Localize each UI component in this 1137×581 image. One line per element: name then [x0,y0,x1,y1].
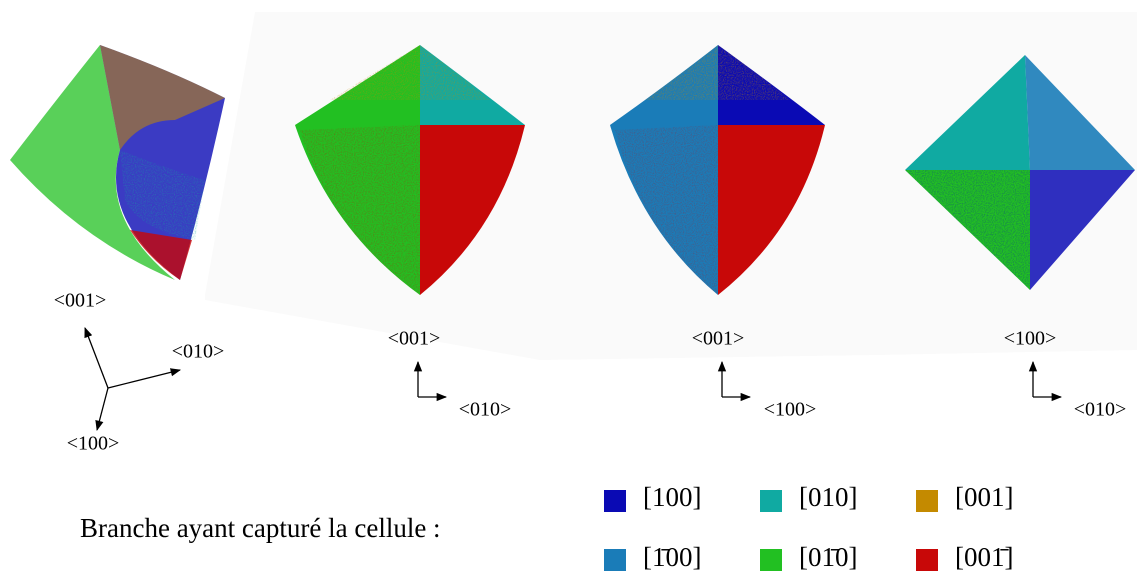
panel-001-b: <001> <100> [610,45,825,421]
legend-label: [100] [643,482,701,512]
axis-label: <001> [54,290,107,312]
panel-001: <001> <010> [295,45,525,421]
axis-label: <100> [764,399,817,421]
legend-label: [001̄] [955,542,1013,572]
legend-swatch [916,490,938,512]
panel-oblique: <001> <010> <100> [10,45,225,455]
axis-label: <010> [172,341,225,363]
axis-label: <010> [1074,399,1127,421]
legend-label: [001] [955,482,1013,512]
legend-label: [010] [799,482,857,512]
legend: Branche ayant capturé la cellule : [100]… [80,482,1013,572]
axis-arrow [95,387,109,432]
axis-arrow [84,327,109,389]
axis-label: <001> [388,328,441,350]
legend-caption: Branche ayant capturé la cellule : [80,513,441,543]
axis-label: <010> [459,399,512,421]
axis-arrow [107,368,182,389]
legend-swatch [604,549,626,571]
legend-swatch [916,549,938,571]
axis-label: <100> [1004,328,1057,350]
panel-100: <100> <010> [905,55,1135,421]
legend-swatch [760,549,782,571]
legend-swatch [604,490,626,512]
axis-label: <001> [692,328,745,350]
legend-label: [01̄0] [799,542,857,572]
legend-label: [1̄00] [643,542,701,572]
legend-swatch [760,490,782,512]
axis-label: <100> [67,433,120,455]
